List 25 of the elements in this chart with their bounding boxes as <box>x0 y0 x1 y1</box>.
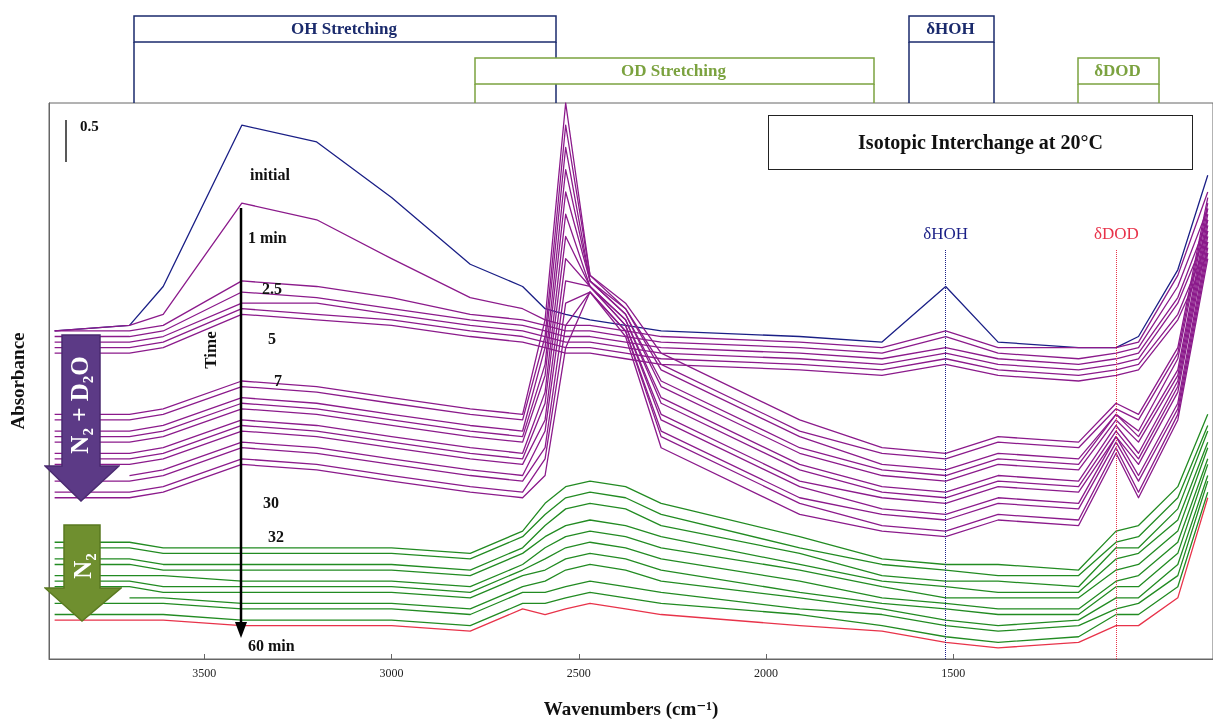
text: OD Stretching <box>620 61 727 81</box>
x-axis-title: Wavenumbers (cm⁻¹) <box>543 698 719 720</box>
annotation: 30 <box>263 494 279 512</box>
ref-line-label: δHOH <box>923 224 969 243</box>
annotation: 1 min <box>248 229 287 247</box>
text: OH Stretching <box>290 19 398 39</box>
annotation: 32 <box>268 528 284 546</box>
annotation: 2.5 <box>262 280 282 298</box>
frame: Isotopic Interchange at 20°C <box>768 115 1193 170</box>
x-tick-label: 3500 <box>192 666 217 680</box>
x-tick-label: 2000 <box>753 666 778 680</box>
x-tick-label: 1500 <box>941 666 966 680</box>
annotation: 5 <box>268 330 276 348</box>
annotation: Time <box>201 331 221 369</box>
annotation: N₂ <box>69 553 97 579</box>
ref-line-label: δDOD <box>1093 224 1139 243</box>
annotation: 60 min <box>248 637 295 655</box>
text: δDOD <box>1093 61 1142 81</box>
annotation: 0.5 <box>80 118 99 135</box>
x-tick-label: 3000 <box>379 666 404 680</box>
text: δHOH <box>925 19 976 39</box>
annotation: N₂ + D₂O <box>66 356 94 454</box>
annotation: initial <box>250 166 291 184</box>
x-tick-label: 2500 <box>566 666 591 680</box>
y-axis-title: Absorbance <box>7 332 28 430</box>
